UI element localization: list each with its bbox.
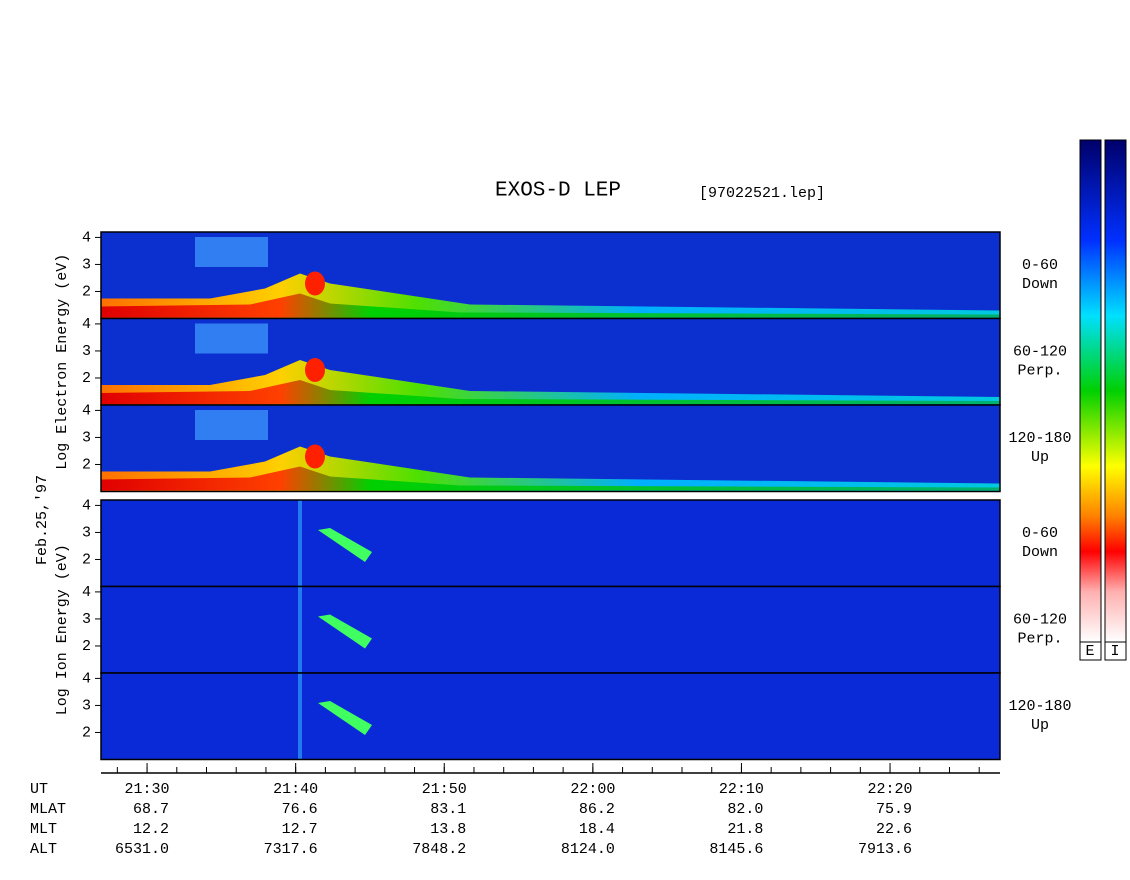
panel-angle: 120-180 [1008, 698, 1071, 715]
spectrogram-patch [298, 673, 302, 760]
orbit-value: 8145.6 [709, 841, 763, 858]
y-tick-label: 2 [82, 283, 91, 300]
colorbar [1079, 139, 1102, 643]
y-tick-label: 3 [82, 429, 91, 446]
panel-angle: 60-120 [1013, 611, 1067, 628]
axis-label: Log Ion Energy (eV) [54, 544, 71, 715]
orbit-value: 7913.6 [858, 841, 912, 858]
orbit-value: 8124.0 [561, 841, 615, 858]
orbit-value: 12.7 [282, 821, 318, 838]
orbit-value: 6531.0 [115, 841, 169, 858]
panel-frame [100, 672, 1001, 761]
orbit-value: 76.6 [282, 801, 318, 818]
panel-frame [100, 404, 1001, 493]
orbit-value: 68.7 [133, 801, 169, 818]
panel-direction: Perp. [1017, 630, 1062, 647]
y-tick-label: 4 [82, 584, 91, 601]
colorbar-box [1079, 641, 1102, 661]
spectrogram-patch [305, 444, 325, 469]
x-tick-label: 22:20 [868, 781, 913, 798]
y-tick-label: 2 [82, 370, 91, 387]
orbit-value: 83.1 [430, 801, 466, 818]
x-tick-label: 21:50 [422, 781, 467, 798]
spectrogram-patch [195, 323, 268, 354]
y-tick-label: 3 [82, 611, 91, 628]
date: Feb.25,'97 [34, 475, 51, 565]
y-tick-label: 3 [82, 256, 91, 273]
y-tick-label: 2 [82, 551, 91, 568]
y-tick-label: 3 [82, 343, 91, 360]
x-tick-label: 21:40 [273, 781, 318, 798]
orbit-value: 13.8 [430, 821, 466, 838]
y-tick-label: 3 [82, 697, 91, 714]
panel-direction: Down [1022, 544, 1058, 561]
panel-angle: 0-60 [1022, 525, 1058, 542]
file-name: [97022521.lep] [699, 185, 825, 202]
spectrogram [101, 673, 1000, 760]
x-tick-label: 22:00 [570, 781, 615, 798]
row-label: MLT [30, 821, 57, 838]
panel-direction: Perp. [1017, 362, 1062, 379]
spectrogram-patch [318, 701, 372, 735]
spectrogram-patch [101, 466, 1000, 491]
x-tick-label: 21:30 [125, 781, 170, 798]
orbit-value: 21.8 [727, 821, 763, 838]
spectrogram-patch [318, 614, 372, 649]
y-tick-label: 4 [82, 670, 91, 687]
spectrogram-patch [195, 410, 268, 440]
panel-angle: 0-60 [1022, 257, 1058, 274]
y-tick-label: 2 [82, 456, 91, 473]
y-tick-label: 4 [82, 497, 91, 514]
y-tick-label: 2 [82, 638, 91, 655]
panel-direction: Up [1031, 449, 1049, 466]
panel-angle: 60-120 [1013, 343, 1067, 360]
colorbar-box [1104, 641, 1127, 661]
spectrogram-patch [298, 500, 302, 587]
row-label: ALT [30, 841, 57, 858]
y-tick-label: 2 [82, 724, 91, 741]
y-tick-label: 4 [82, 402, 91, 419]
orbit-value: 82.0 [727, 801, 763, 818]
spectrogram-patch [305, 271, 325, 296]
y-tick-label: 4 [82, 316, 91, 333]
orbit-value: 7317.6 [264, 841, 318, 858]
spectrogram-patch [101, 380, 1000, 404]
orbit-value: 86.2 [579, 801, 615, 818]
spectrogram-patch [298, 586, 302, 673]
spectrogram-patch [318, 528, 372, 562]
y-tick-label: 4 [82, 229, 91, 246]
orbit-value: 75.9 [876, 801, 912, 818]
panel-direction: Down [1022, 276, 1058, 293]
axis-label: Log Electron Energy (eV) [54, 254, 71, 470]
row-label: UT [30, 781, 48, 798]
colorbar-label: E [1085, 643, 1094, 660]
spectrogram-patch [101, 293, 1000, 318]
panel-direction: Up [1031, 717, 1049, 734]
spectrogram [101, 586, 1000, 673]
spectrogram [101, 500, 1000, 587]
row-label: MLAT [30, 801, 66, 818]
title: EXOS-D LEP [495, 180, 621, 203]
y-tick-label: 3 [82, 524, 91, 541]
orbit-value: 22.6 [876, 821, 912, 838]
colorbar [1104, 139, 1127, 643]
colorbar-label: I [1110, 643, 1119, 660]
orbit-value: 18.4 [579, 821, 615, 838]
panel-angle: 120-180 [1008, 430, 1071, 447]
x-tick-label: 22:10 [719, 781, 764, 798]
spectrogram-patch [195, 237, 268, 267]
orbit-value: 12.2 [133, 821, 169, 838]
spectrogram-patch [305, 358, 325, 382]
orbit-value: 7848.2 [412, 841, 466, 858]
